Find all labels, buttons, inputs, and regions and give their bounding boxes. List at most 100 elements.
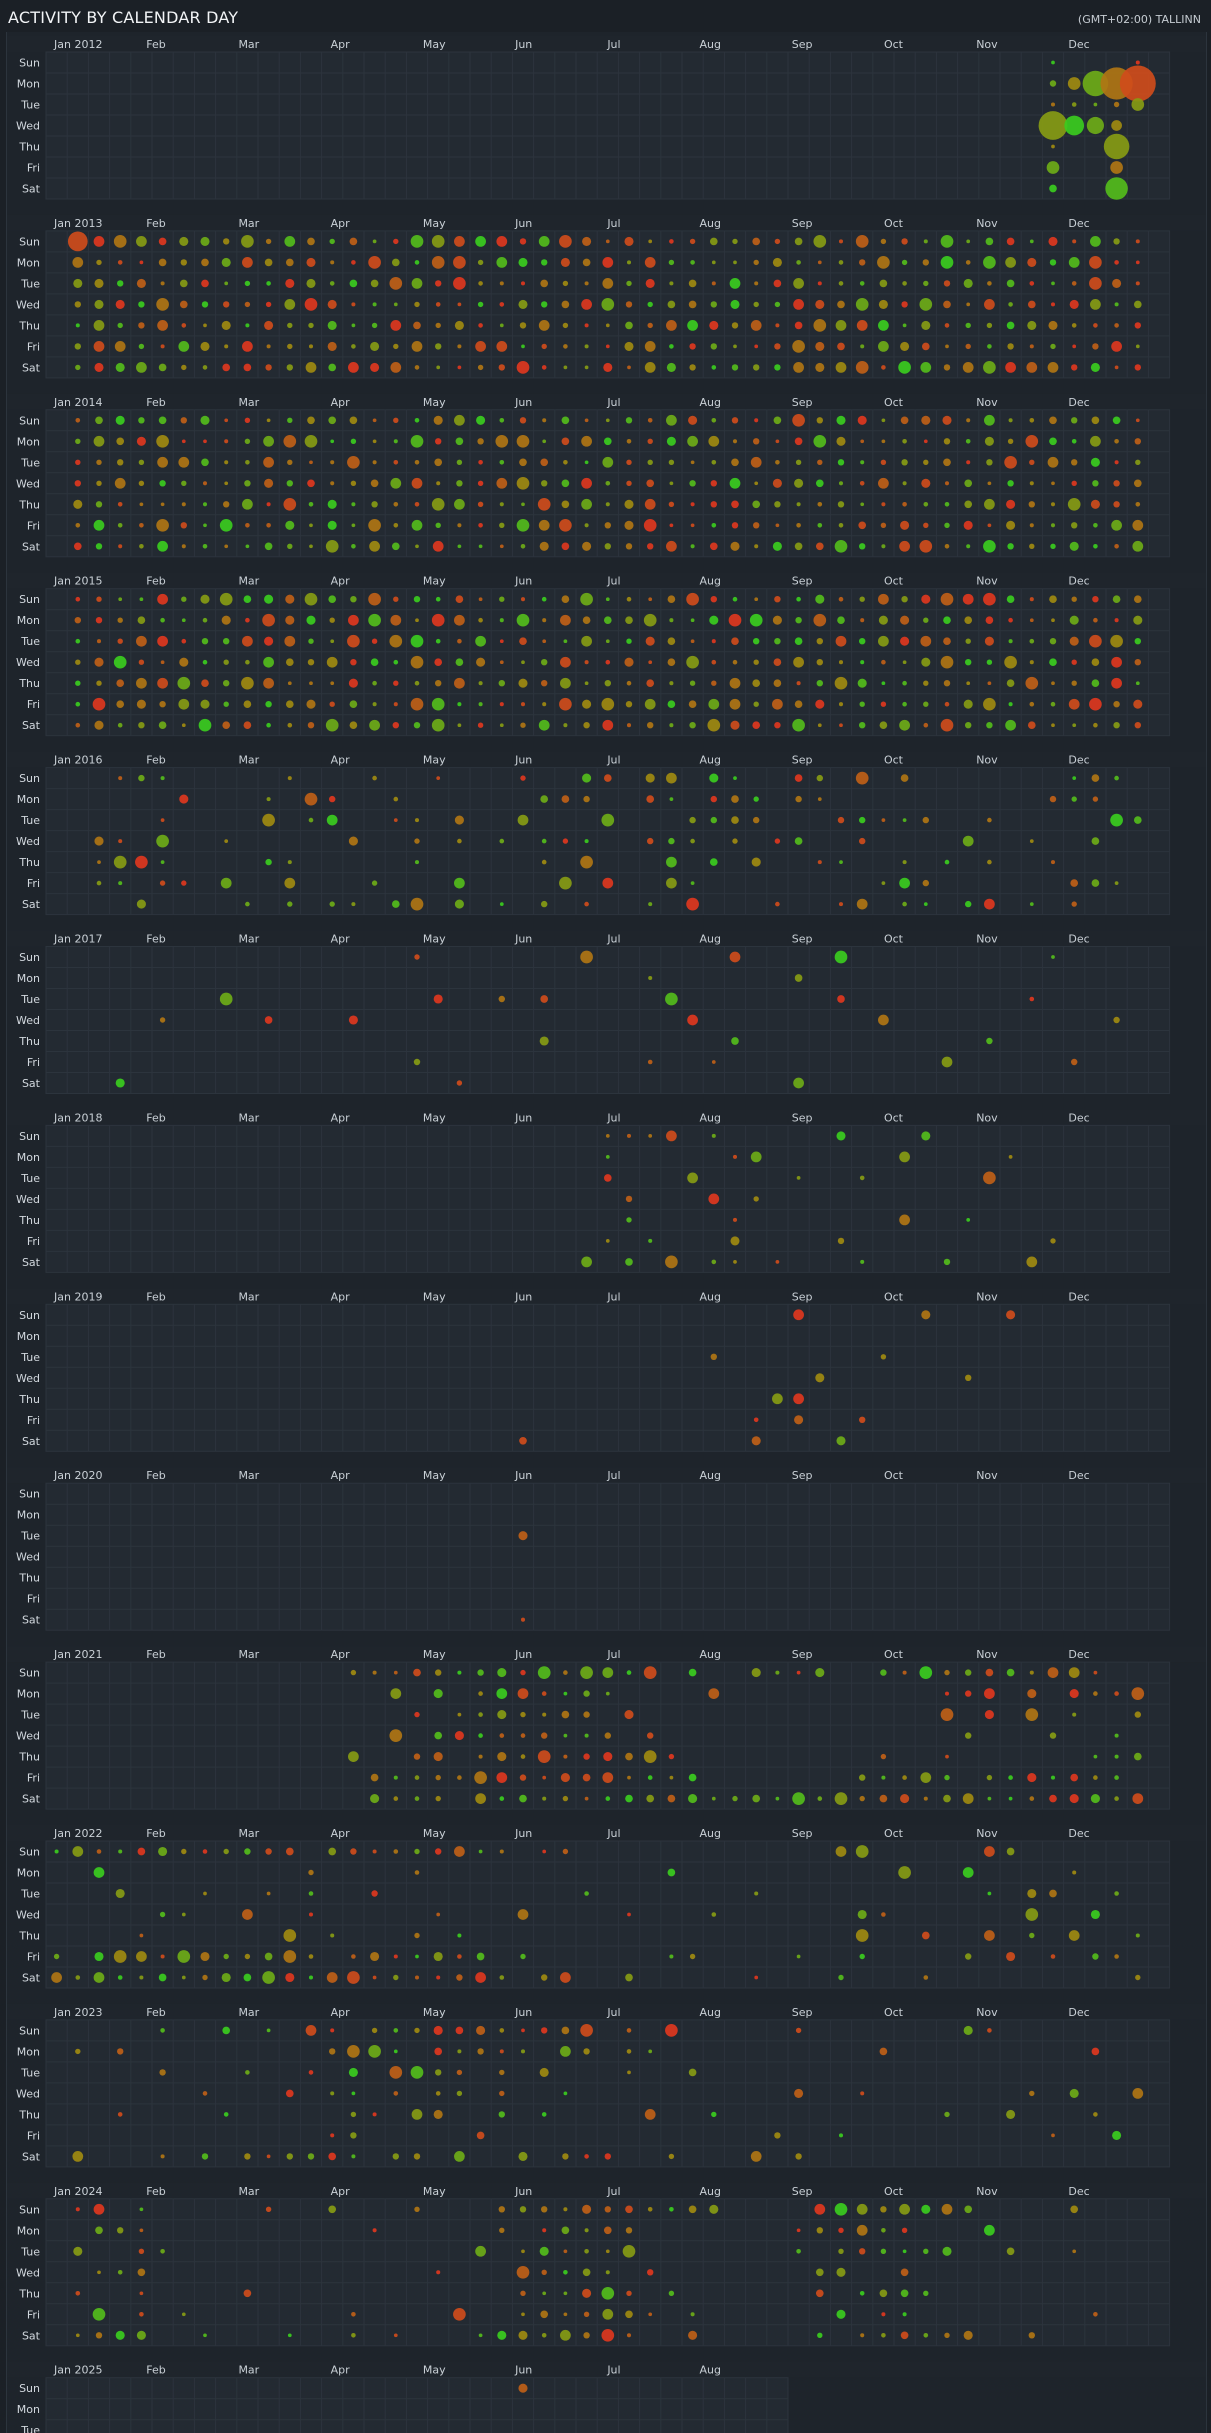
month-label: Aug — [700, 754, 721, 767]
activity-dot — [923, 2290, 929, 2296]
activity-dot — [518, 678, 528, 688]
activity-dot — [1050, 502, 1056, 507]
activity-dot — [601, 697, 615, 711]
activity-dot — [454, 614, 465, 626]
activity-dot — [622, 2244, 636, 2258]
activity-dot — [1027, 1773, 1037, 1783]
activity-dot — [242, 341, 253, 352]
activity-dot — [94, 657, 104, 667]
activity-dot — [817, 459, 823, 465]
activity-dot — [836, 1436, 846, 1446]
month-label: Nov — [976, 933, 998, 946]
activity-dot — [1047, 1667, 1059, 1678]
activity-dot — [626, 723, 632, 728]
activity-dot — [498, 995, 505, 1003]
activity-dot — [733, 260, 737, 265]
activity-dot — [562, 838, 569, 844]
activity-dot — [902, 481, 907, 486]
activity-dot — [582, 2204, 592, 2214]
year-header-2016 — [7, 751, 1206, 768]
activity-dot — [223, 238, 230, 245]
activity-dot — [456, 2069, 463, 2076]
activity-dot — [368, 518, 381, 532]
activity-dot — [454, 877, 465, 889]
activity-dot — [372, 1849, 377, 1854]
activity-dot — [348, 362, 359, 373]
activity-dot — [665, 2024, 678, 2037]
day-label-tue: Tue — [20, 814, 40, 827]
activity-dot — [478, 1849, 483, 1854]
activity-dot — [118, 1849, 123, 1854]
activity-dot — [93, 320, 105, 331]
activity-dot — [690, 838, 695, 844]
activity-dot — [520, 1711, 526, 1718]
day-label-fri: Fri — [27, 1772, 40, 1785]
activity-dot — [179, 794, 189, 804]
activity-dot — [880, 1354, 887, 1360]
activity-dot — [457, 1670, 462, 1675]
activity-dot — [1093, 1691, 1098, 1696]
activity-dot — [1048, 236, 1058, 246]
month-label: Jun — [514, 396, 532, 409]
activity-dot — [224, 544, 229, 549]
activity-dot — [690, 260, 695, 265]
activity-dot — [902, 1775, 907, 1780]
activity-dot — [944, 2332, 950, 2338]
activity-dot — [368, 613, 381, 627]
activity-dot — [72, 1846, 84, 1857]
activity-dot — [1050, 1775, 1056, 1780]
activity-dot — [921, 478, 931, 488]
activity-dot — [477, 364, 484, 371]
activity-dot — [838, 239, 844, 244]
activity-dot — [266, 2154, 271, 2159]
activity-dot — [750, 1151, 762, 1163]
activity-dot — [348, 678, 358, 688]
activity-dot — [410, 2066, 424, 2079]
activity-dot — [139, 2207, 144, 2212]
activity-dot — [74, 301, 82, 308]
activity-dot — [1134, 322, 1142, 329]
activity-dot — [626, 596, 632, 602]
activity-dot — [180, 259, 187, 266]
activity-dot — [859, 701, 865, 707]
activity-dot — [432, 540, 444, 552]
activity-dot — [139, 2312, 144, 2317]
activity-dot — [900, 416, 909, 425]
day-label-sat: Sat — [22, 540, 41, 553]
activity-dot — [901, 2227, 908, 2233]
activity-dot — [1133, 595, 1142, 604]
activity-dot — [538, 519, 550, 531]
activity-dot — [411, 278, 423, 289]
activity-dot — [457, 1954, 462, 1959]
activity-dot — [203, 323, 207, 328]
activity-dot — [1119, 65, 1156, 102]
activity-dot — [603, 616, 612, 625]
day-label-mon: Mon — [17, 1509, 40, 1522]
activity-dot — [117, 1975, 123, 1980]
activity-dot — [688, 700, 697, 709]
month-label: Sep — [792, 1290, 813, 1303]
activity-dot — [1029, 701, 1035, 707]
day-label-tue: Tue — [20, 456, 40, 469]
year-grid-2025 — [45, 2377, 789, 2433]
activity-dot — [200, 415, 210, 425]
activity-dot — [984, 898, 995, 910]
year-grid-2012 — [45, 51, 1171, 200]
activity-dot — [643, 613, 657, 627]
activity-dot — [1071, 1058, 1078, 1066]
activity-dot — [436, 481, 441, 486]
activity-dot — [624, 520, 634, 530]
activity-dot — [435, 1795, 441, 1802]
activity-dot — [1114, 439, 1119, 444]
activity-dot — [135, 855, 148, 869]
activity-dot — [965, 638, 971, 644]
activity-dot — [560, 656, 571, 668]
day-label-wed: Wed — [16, 2266, 40, 2279]
activity-dot — [859, 1795, 865, 1802]
activity-dot — [860, 2091, 865, 2096]
activity-dot — [1105, 177, 1128, 200]
activity-dot — [1135, 281, 1140, 286]
activity-dot — [944, 1669, 950, 1676]
activity-dot — [987, 481, 992, 486]
activity-dot — [963, 520, 973, 530]
